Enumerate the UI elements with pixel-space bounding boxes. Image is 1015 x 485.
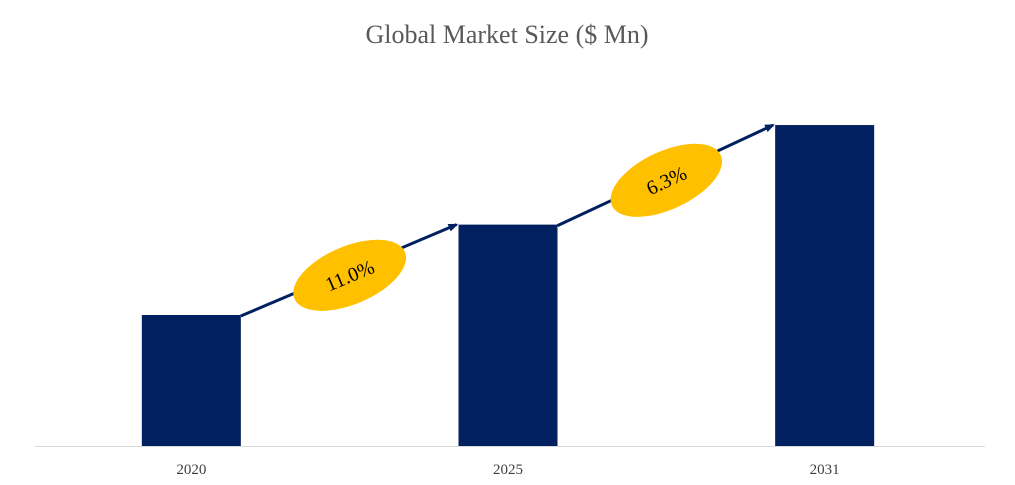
cagr-bubble: 11.0% bbox=[293, 239, 407, 311]
bar-2025 bbox=[458, 224, 558, 446]
x-tick-label: 2020 bbox=[176, 462, 206, 478]
cagr-ellipse bbox=[293, 239, 407, 311]
x-tick-label: 2031 bbox=[810, 462, 840, 478]
cagr-bubble: 6.3% bbox=[610, 143, 723, 217]
x-tick-label: 2025 bbox=[493, 462, 523, 478]
bar-2031 bbox=[775, 125, 875, 447]
chart-title: Global Market Size ($ Mn) bbox=[365, 20, 648, 49]
bar-2020 bbox=[141, 315, 241, 446]
cagr-ellipse bbox=[610, 143, 723, 217]
